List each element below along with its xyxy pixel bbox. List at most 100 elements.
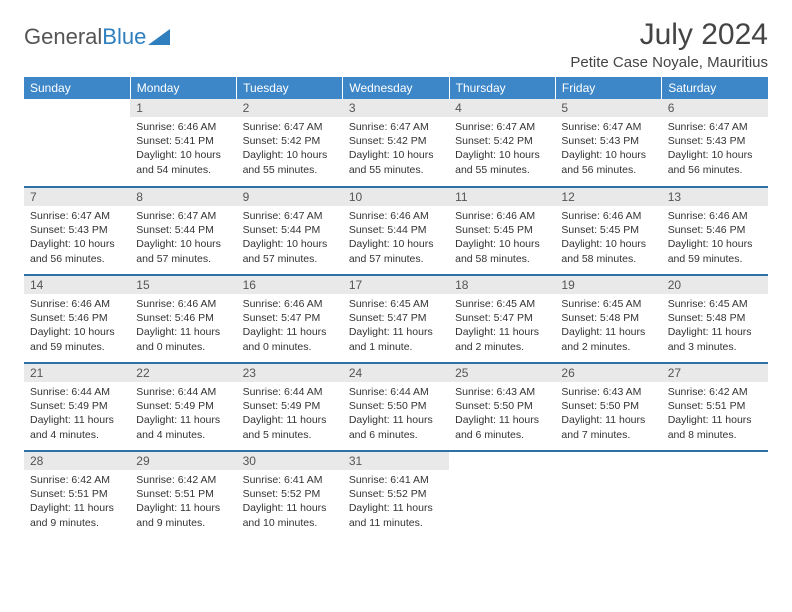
daylight-text-2: and 8 minutes. (668, 428, 762, 442)
day-number: 17 (343, 276, 449, 294)
sunset-text: Sunset: 5:42 PM (243, 134, 337, 148)
calendar-cell: 19Sunrise: 6:45 AMSunset: 5:48 PMDayligh… (555, 275, 661, 363)
sunrise-text: Sunrise: 6:45 AM (561, 297, 655, 311)
calendar-row: 1 Sunrise: 6:46 AMSunset: 5:41 PM Daylight… (24, 99, 768, 187)
day-number: 27 (662, 364, 768, 382)
sunrise-text: Sunrise: 6:45 AM (349, 297, 443, 311)
sunset-text: Sunset: 5:49 PM (136, 399, 230, 413)
calendar-cell: 13Sunrise: 6:46 AMSunset: 5:46 PMDayligh… (662, 187, 768, 275)
day-number: 6 (662, 99, 768, 117)
daylight-text-1: Daylight: 10 hours (668, 237, 762, 251)
sunset-text: Sunset: 5:51 PM (136, 487, 230, 501)
day-number: 31 (343, 452, 449, 470)
day-content: Sunrise: 6:44 AMSunset: 5:49 PMDaylight:… (24, 382, 130, 446)
day-number: 13 (662, 188, 768, 206)
day-number: 1 (130, 99, 236, 117)
calendar-cell: 14Sunrise: 6:46 AMSunset: 5:46 PMDayligh… (24, 275, 130, 363)
sunset-text: Sunset: 5:43 PM (561, 134, 655, 148)
weekday-header: Friday (555, 77, 661, 99)
day-number: 28 (24, 452, 130, 470)
day-number: 19 (555, 276, 661, 294)
calendar-cell: 22Sunrise: 6:44 AMSunset: 5:49 PMDayligh… (130, 363, 236, 451)
sunrise-text: Sunrise: 6:41 AM (243, 473, 337, 487)
calendar-cell (555, 451, 661, 539)
day-content: Sunrise: 6:44 AMSunset: 5:49 PMDaylight:… (237, 382, 343, 446)
calendar-cell (24, 99, 130, 187)
daylight-text-2: and 0 minutes. (243, 340, 337, 354)
day-content: Sunrise: 6:46 AMSunset: 5:46 PMDaylight:… (130, 294, 236, 358)
sunset-text: Sunset: 5:41 PM (136, 134, 230, 148)
calendar-cell: 23Sunrise: 6:44 AMSunset: 5:49 PMDayligh… (237, 363, 343, 451)
daylight-text-1: Daylight: 11 hours (243, 501, 337, 515)
daylight-text-2: and 0 minutes. (136, 340, 230, 354)
sunrise-text: Sunrise: 6:46 AM (136, 120, 230, 134)
daylight-text-2: and 9 minutes. (136, 516, 230, 530)
day-number: 8 (130, 188, 236, 206)
calendar-cell: 28Sunrise: 6:42 AMSunset: 5:51 PMDayligh… (24, 451, 130, 539)
calendar-cell: 15Sunrise: 6:46 AMSunset: 5:46 PMDayligh… (130, 275, 236, 363)
logo-text-1: General (24, 24, 102, 50)
day-number: 5 (555, 99, 661, 117)
calendar-cell: 1Sunrise: 6:46 AMSunset: 5:41 PMDaylight… (130, 99, 236, 187)
sunrise-text: Sunrise: 6:42 AM (136, 473, 230, 487)
daylight-text-1: Daylight: 11 hours (349, 501, 443, 515)
daylight-text-2: and 4 minutes. (30, 428, 124, 442)
sunrise-text: Sunrise: 6:45 AM (668, 297, 762, 311)
sunrise-text: Sunrise: 6:46 AM (455, 209, 549, 223)
day-number: 26 (555, 364, 661, 382)
daylight-text-2: and 58 minutes. (455, 252, 549, 266)
day-content: Sunrise: 6:46 AMSunset: 5:45 PMDaylight:… (555, 206, 661, 270)
daylight-text-1: Daylight: 10 hours (668, 148, 762, 162)
day-content: Sunrise: 6:41 AMSunset: 5:52 PMDaylight:… (237, 470, 343, 534)
daylight-text-2: and 55 minutes. (243, 163, 337, 177)
logo: GeneralBlue (24, 18, 170, 50)
daylight-text-2: and 3 minutes. (668, 340, 762, 354)
daylight-text-1: Daylight: 11 hours (243, 325, 337, 339)
calendar-cell: 18Sunrise: 6:45 AMSunset: 5:47 PMDayligh… (449, 275, 555, 363)
weekday-header: Thursday (449, 77, 555, 99)
sunrise-text: Sunrise: 6:46 AM (243, 297, 337, 311)
day-content: Sunrise: 6:46 AMSunset: 5:45 PMDaylight:… (449, 206, 555, 270)
day-number: 14 (24, 276, 130, 294)
day-content: Sunrise: 6:47 AMSunset: 5:44 PMDaylight:… (237, 206, 343, 270)
month-title: July 2024 (570, 18, 768, 52)
calendar-cell: 25Sunrise: 6:43 AMSunset: 5:50 PMDayligh… (449, 363, 555, 451)
daylight-text-1: Daylight: 11 hours (136, 325, 230, 339)
day-content: Sunrise: 6:47 AMSunset: 5:42 PMDaylight:… (237, 117, 343, 181)
sunset-text: Sunset: 5:50 PM (455, 399, 549, 413)
day-number (449, 452, 555, 456)
daylight-text-2: and 56 minutes. (561, 163, 655, 177)
daylight-text-2: and 11 minutes. (349, 516, 443, 530)
day-number: 29 (130, 452, 236, 470)
day-content: Sunrise: 6:43 AMSunset: 5:50 PMDaylight:… (555, 382, 661, 446)
day-content: Sunrise: 6:44 AMSunset: 5:49 PMDaylight:… (130, 382, 236, 446)
daylight-text-2: and 57 minutes. (243, 252, 337, 266)
weekday-header: Saturday (662, 77, 768, 99)
sunrise-text: Sunrise: 6:47 AM (243, 209, 337, 223)
sunset-text: Sunset: 5:52 PM (349, 487, 443, 501)
daylight-text-1: Daylight: 10 hours (30, 325, 124, 339)
weekday-header: Sunday (24, 77, 130, 99)
sunrise-text: Sunrise: 6:42 AM (30, 473, 124, 487)
sunset-text: Sunset: 5:52 PM (243, 487, 337, 501)
day-content: Sunrise: 6:44 AMSunset: 5:50 PMDaylight:… (343, 382, 449, 446)
daylight-text-1: Daylight: 11 hours (136, 501, 230, 515)
day-content: Sunrise: 6:43 AMSunset: 5:50 PMDaylight:… (449, 382, 555, 446)
sunrise-text: Sunrise: 6:46 AM (561, 209, 655, 223)
day-number: 16 (237, 276, 343, 294)
calendar-cell: 20Sunrise: 6:45 AMSunset: 5:48 PMDayligh… (662, 275, 768, 363)
day-number: 4 (449, 99, 555, 117)
day-number: 25 (449, 364, 555, 382)
sunset-text: Sunset: 5:47 PM (455, 311, 549, 325)
calendar-row: 14Sunrise: 6:46 AMSunset: 5:46 PMDayligh… (24, 275, 768, 363)
calendar-table: Sunday Monday Tuesday Wednesday Thursday… (24, 77, 768, 539)
calendar-cell: 12Sunrise: 6:46 AMSunset: 5:45 PMDayligh… (555, 187, 661, 275)
daylight-text-1: Daylight: 10 hours (136, 237, 230, 251)
day-number (555, 452, 661, 456)
daylight-text-2: and 59 minutes. (668, 252, 762, 266)
sunrise-text: Sunrise: 6:44 AM (349, 385, 443, 399)
sunset-text: Sunset: 5:44 PM (243, 223, 337, 237)
daylight-text-1: Daylight: 10 hours (349, 148, 443, 162)
sunset-text: Sunset: 5:50 PM (561, 399, 655, 413)
daylight-text-2: and 57 minutes. (349, 252, 443, 266)
